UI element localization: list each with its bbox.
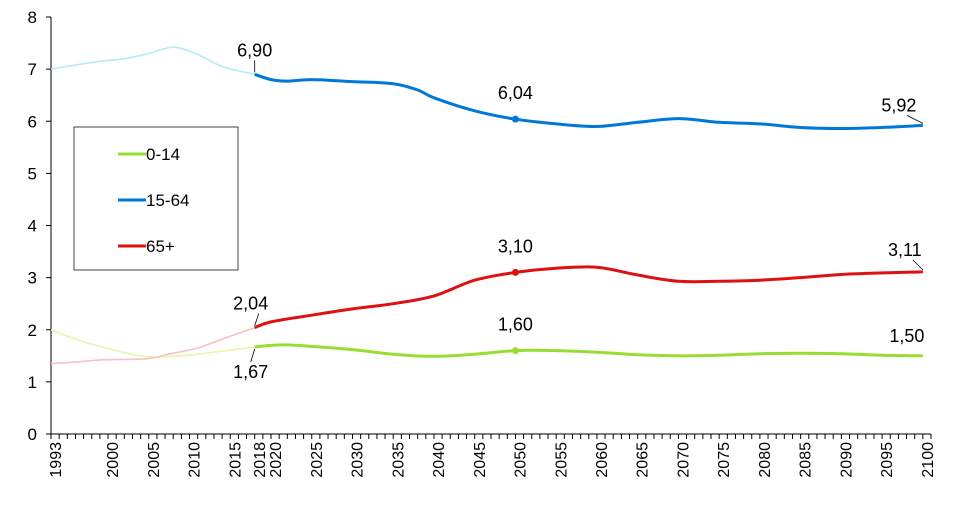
- y-tick-label: 5: [28, 164, 37, 183]
- y-tick-label: 1: [28, 373, 37, 392]
- x-tick-label: 2040: [431, 442, 448, 478]
- data-label: 6,04: [498, 83, 533, 103]
- data-point-marker: [511, 268, 519, 276]
- x-tick-label: 2075: [716, 442, 733, 478]
- x-tick-label: 2050: [513, 442, 530, 478]
- data-label: 2,04: [233, 294, 268, 314]
- series-65--projection-line: [254, 265, 923, 330]
- x-tick-label: 2065: [635, 442, 652, 478]
- y-tick-label: 6: [28, 112, 37, 131]
- y-tick-label: 2: [28, 321, 37, 340]
- data-label: 1,60: [498, 315, 533, 335]
- y-tick-label: 4: [28, 217, 37, 236]
- legend-label: 15-64: [146, 191, 189, 210]
- data-label: 3,10: [498, 236, 533, 256]
- x-tick-label: 2018: [252, 442, 269, 478]
- data-label: 1,50: [889, 326, 924, 346]
- annotation-leader-line: [912, 259, 924, 271]
- x-tick-label: 2095: [879, 442, 896, 478]
- series-65--historical-line: [50, 326, 255, 365]
- data-label: 5,92: [881, 95, 916, 115]
- data-label: 3,11: [888, 240, 922, 260]
- x-tick-label: 2070: [675, 442, 692, 478]
- data-point-marker: [511, 347, 519, 355]
- chart-legend: 0-14 15-64 65+: [73, 126, 239, 271]
- annotation-leader-line: [254, 313, 260, 326]
- y-tick-label: 7: [28, 60, 37, 79]
- series-0-14-historical-line: [50, 329, 255, 358]
- series-15-64-projection-line: [254, 72, 923, 131]
- chart-axes: 0 1 2 3 4 5 6 7 8 1993 2000 2005 2010 2015 2018 2020 202…: [28, 8, 937, 478]
- legend-label: 0-14: [146, 145, 180, 164]
- x-tick-label: 2005: [146, 442, 163, 478]
- legend-box: [73, 126, 239, 271]
- x-tick-label: 2020: [268, 442, 285, 478]
- x-tick-label: 2015: [227, 442, 244, 478]
- x-tick-label: 2000: [105, 442, 122, 478]
- chart-lines: [50, 46, 923, 365]
- x-tick-label: 2055: [553, 442, 570, 478]
- x-tick-label: 2090: [838, 442, 855, 478]
- data-label: 1,67: [233, 362, 268, 382]
- x-tick-label: 2030: [350, 442, 367, 478]
- y-tick-label: 8: [28, 8, 37, 27]
- x-tick-label: 1993: [48, 442, 65, 478]
- y-tick-label: 0: [28, 425, 37, 444]
- x-tick-label: 2085: [798, 442, 815, 478]
- chart-annotations: 6,90 6,04 5,92 3,10 3,11 2,04 1,60 1,50 1,67: [233, 40, 924, 382]
- series-0-14-projection-line: [254, 343, 923, 358]
- x-tick-label: 2035: [390, 442, 407, 478]
- x-tick-label: 2045: [472, 442, 489, 478]
- data-label: 6,90: [237, 40, 272, 60]
- x-tick-label: 2100: [920, 442, 937, 478]
- annotation-leader-line: [906, 115, 924, 124]
- y-tick-label: 3: [28, 269, 37, 288]
- x-tick-label: 2025: [309, 442, 326, 478]
- x-tick-label: 2060: [594, 442, 611, 478]
- series-15-64-historical-line: [50, 46, 255, 76]
- data-point-marker: [511, 115, 519, 123]
- x-tick-label: 2010: [187, 442, 204, 478]
- x-tick-label: 2080: [757, 442, 774, 478]
- legend-label: 65+: [146, 237, 175, 256]
- annotation-leader-line: [250, 348, 256, 363]
